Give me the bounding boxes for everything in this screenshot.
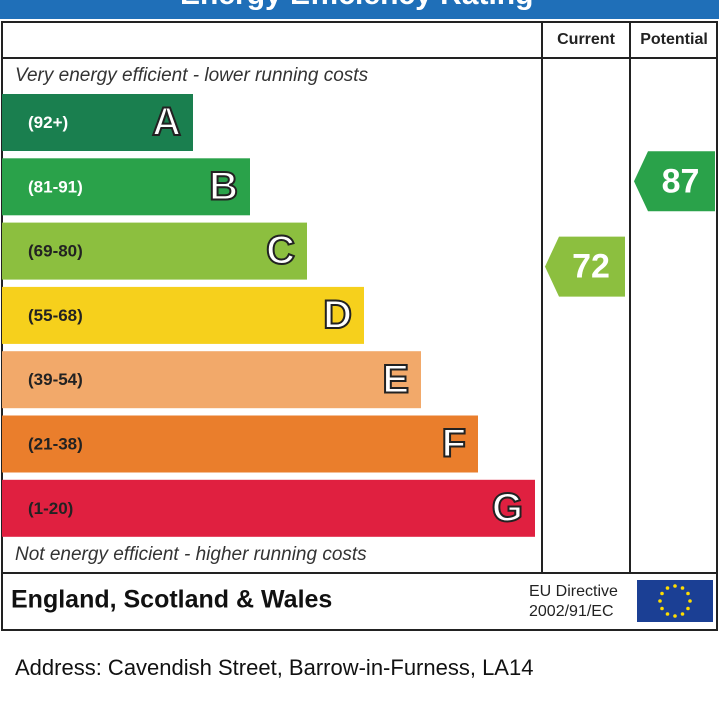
eu-star	[686, 606, 690, 611]
band-range: (81-91)	[28, 177, 83, 196]
eu-star	[665, 586, 670, 590]
band	[2, 286, 364, 344]
band-range: (21-38)	[28, 434, 83, 453]
directive: EU Directive	[529, 583, 618, 600]
eu-star	[673, 614, 677, 618]
title-bar	[0, 0, 719, 19]
rating-value: 72	[572, 248, 610, 286]
eu-star	[688, 599, 692, 603]
band-letter: D	[323, 293, 352, 337]
rating-arrow	[545, 236, 625, 297]
band-letter: F	[442, 422, 466, 466]
column-header: Potential	[640, 31, 708, 48]
eu-star	[660, 591, 664, 596]
band-letter: E	[382, 357, 409, 401]
rating-arrow	[634, 151, 715, 212]
band-range: (39-54)	[28, 370, 83, 389]
eu-star	[658, 599, 662, 603]
bottom-note: Not energy efficient - higher running co…	[15, 544, 367, 565]
eu-star	[680, 586, 685, 590]
band-range: (92+)	[28, 113, 68, 132]
band	[2, 479, 535, 537]
band-range: (55-68)	[28, 306, 83, 325]
eu-star	[665, 612, 670, 616]
band-range: (1-20)	[28, 499, 73, 518]
eu-star	[686, 591, 690, 596]
rating-value: 87	[662, 162, 700, 200]
band	[2, 222, 307, 280]
top-note: Very energy efficient - lower running co…	[15, 65, 369, 86]
column-header: Current	[557, 31, 615, 48]
band-range: (69-80)	[28, 242, 83, 261]
band-letter: A	[152, 100, 181, 144]
band	[2, 415, 478, 473]
band	[2, 351, 421, 409]
eu-star	[680, 612, 685, 616]
eu-star	[673, 584, 677, 588]
band-letter: G	[492, 486, 523, 530]
band	[2, 94, 193, 151]
directive: 2002/91/EC	[529, 603, 614, 620]
region: England, Scotland & Wales	[11, 586, 332, 614]
band-letter: C	[266, 229, 295, 273]
band	[2, 158, 250, 216]
address: Address: Cavendish Street, Barrow-in-Fur…	[15, 655, 533, 680]
eu-stars	[658, 584, 692, 618]
title: Energy Efficiency Rating	[180, 0, 533, 11]
band-letter: B	[209, 164, 238, 208]
eu-star	[660, 606, 664, 611]
